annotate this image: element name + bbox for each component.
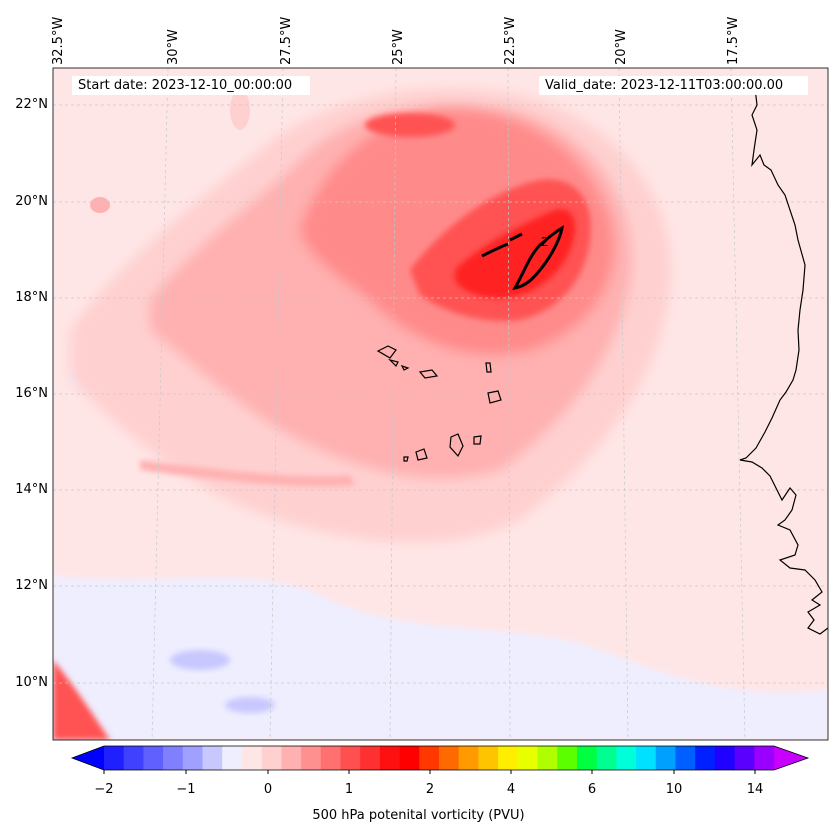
colorbar-segment [596,746,617,770]
latitude-label: 20°N [15,194,48,209]
map-frame [52,67,829,741]
latitude-label: 14°N [15,482,48,497]
longitude-label: 27.5°W [279,16,294,65]
colorbar-segment [379,746,401,770]
start-date-text: Start date: 2023-12-10_00:00:00 [72,77,299,94]
colorbar-tick-label: 1 [344,782,354,797]
colorbar-segment [320,746,341,770]
longitude-label: 20°W [614,29,629,65]
colorbar-segment [143,746,164,770]
african-coastline [739,87,828,635]
colorbar-tick-label: −1 [176,782,196,797]
latitude-label: 12°N [15,578,48,593]
colorbar-segment [754,746,775,770]
latitude-label: 16°N [15,386,48,401]
pv-band-south [140,460,355,487]
colorbar-segment [301,746,322,770]
colorbar-segment [734,746,755,770]
pv-2-contour [481,225,565,291]
colorbar-segment [616,746,637,770]
pv-patch [230,90,250,130]
colorbar-segment [537,746,558,770]
longitude-label: 17.5°W [726,16,741,65]
colorbar-segment [182,746,204,770]
colorbar-segment [557,746,578,770]
cape-verde-islands [376,345,502,462]
colorbar-segment [439,746,460,770]
colorbar-segment [123,746,144,770]
colorbar-segment [517,746,539,770]
colorbar-segment [695,746,716,770]
pv-patch [90,197,110,213]
colorbar-segment [576,746,598,770]
colorbar-tick-label: 6 [587,782,597,797]
colorbar-segment [163,746,184,770]
pv-layer-core [455,209,575,299]
latitude-label: 22°N [15,97,48,112]
colorbar-tick-label: 10 [665,782,683,797]
colorbar-segment [498,746,519,770]
colorbar-segment [340,746,361,770]
colorbar-extend-high [774,746,808,770]
negative-pv-patch [225,697,275,713]
colorbar-segment [458,746,479,770]
colorbar-tick-label: 14 [746,782,764,797]
pv-layer-north-cap [365,113,455,137]
colorbar [70,745,810,774]
colorbar-segment [241,746,263,770]
colorbar-segment [104,746,125,770]
longitude-label: 32.5°W [51,16,66,65]
latitude-label: 18°N [15,290,48,305]
pv-band-southwest [53,660,110,740]
colorbar-segment [478,746,499,770]
colorbar-tick-label: −2 [94,782,114,797]
colorbar-segment [636,746,657,770]
colorbar-tick-label: 4 [506,782,516,797]
latitude-label: 10°N [15,675,48,690]
contour-label: 2 [541,235,549,249]
colorbar-segment [399,746,420,770]
colorbar-extend-low [72,746,104,770]
colorbar-tick-label: 2 [425,782,435,797]
negative-pv-patch [170,650,230,670]
longitude-label: 30°W [166,29,181,65]
colorbar-segment [655,746,676,770]
colorbar-segment [261,746,282,770]
longitude-label: 25°W [391,29,406,65]
colorbar-segment [419,746,440,770]
colorbar-segment [222,746,243,770]
colorbar-segment [675,746,696,770]
colorbar-segment [202,746,223,770]
longitude-label: 22.5°W [503,16,518,65]
map-gridlines [53,68,828,740]
valid-date-text: Valid_date: 2023-12-11T03:00:00.00 [539,77,790,94]
colorbar-tick-label: 0 [263,782,273,797]
colorbar-segment [360,746,381,770]
colorbar-label: 500 hPa potenital vorticity (PVU) [312,808,525,823]
colorbar-segment [714,746,736,770]
colorbar-segment [281,746,302,770]
